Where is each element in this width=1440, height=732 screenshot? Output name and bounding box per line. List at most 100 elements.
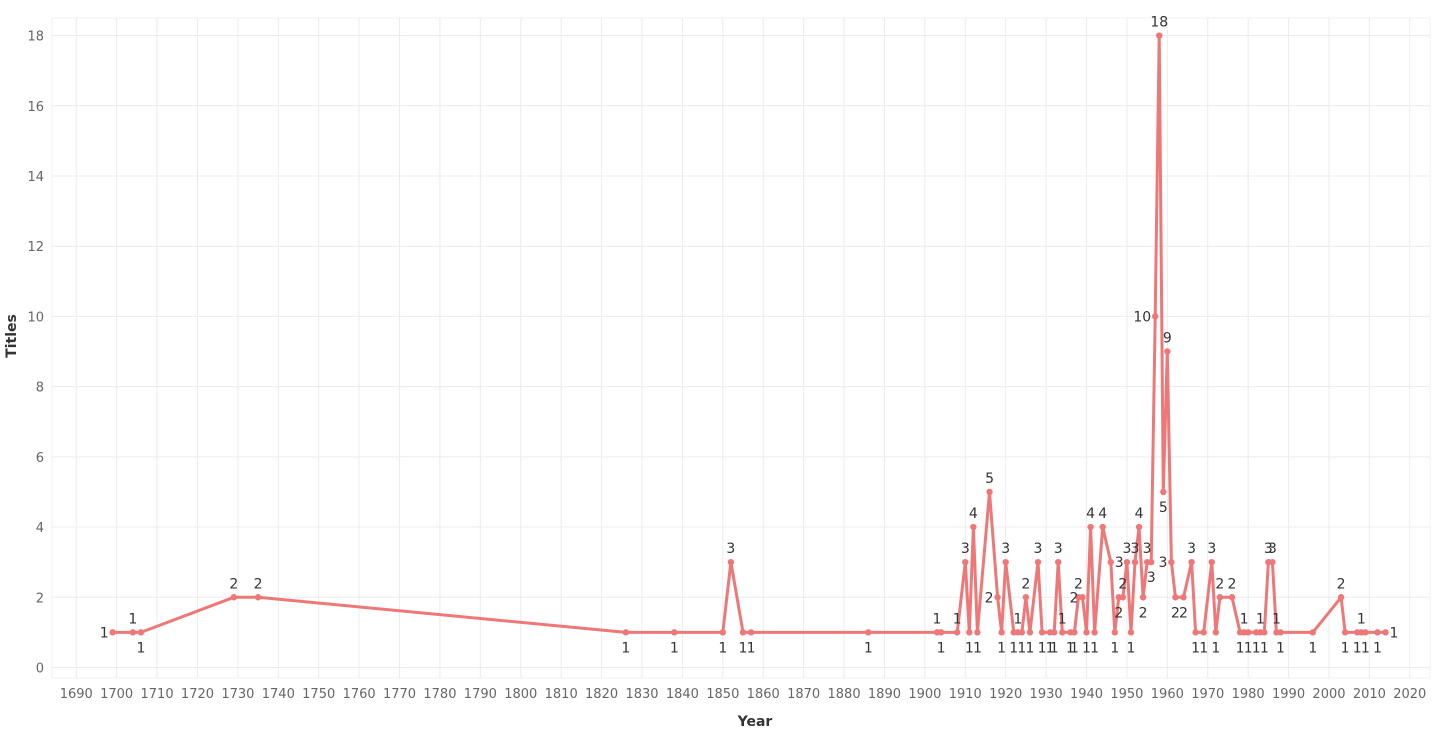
data-label: 1 [1240, 611, 1249, 627]
data-point [230, 594, 238, 601]
x-tick-label: 1740 [262, 687, 295, 702]
data-point [994, 594, 1001, 601]
data-point [129, 629, 137, 636]
data-label: 1 [1013, 611, 1022, 627]
data-label: 1 [1090, 640, 1099, 656]
x-tick-label: 1810 [545, 687, 578, 702]
data-point [1135, 523, 1143, 531]
data-label: 1 [1110, 640, 1119, 656]
data-label: 1 [933, 611, 942, 627]
data-point [1228, 594, 1236, 601]
y-tick-label: 6 [36, 451, 44, 466]
data-point [1059, 629, 1066, 636]
x-tick-label: 2010 [1353, 687, 1386, 702]
data-label: 1 [965, 640, 974, 656]
data-point [1168, 558, 1175, 566]
data-point [727, 558, 735, 566]
data-label: 1 [1353, 640, 1362, 656]
data-label: 1 [953, 611, 962, 627]
data-point [1071, 629, 1078, 636]
x-tick-label: 2020 [1393, 687, 1426, 702]
x-tick-label: 1900 [908, 687, 941, 702]
data-label: 3 [1001, 541, 1010, 557]
data-label: 2 [985, 590, 994, 606]
data-point [1160, 488, 1167, 496]
data-label: 1 [1256, 611, 1265, 627]
x-tick-label: 1780 [423, 687, 456, 702]
data-point [1091, 629, 1098, 636]
data-point [1131, 558, 1139, 566]
x-tick-label: 1860 [747, 687, 780, 702]
data-point [109, 629, 116, 636]
data-label: 3 [1268, 541, 1277, 557]
data-point [1156, 32, 1163, 39]
data-point [1083, 629, 1090, 636]
data-label: 1 [739, 640, 748, 656]
data-label: 10 [1133, 309, 1151, 325]
x-tick-label: 1720 [181, 687, 214, 702]
data-label: 1 [1390, 625, 1399, 641]
data-point [970, 523, 977, 531]
x-tick-label: 1910 [949, 687, 982, 702]
data-label: 1 [973, 640, 982, 656]
x-tick-label: 1830 [625, 687, 658, 702]
data-label: 2 [1179, 605, 1188, 621]
data-label: 3 [1147, 570, 1156, 586]
data-label: 3 [1207, 541, 1216, 557]
data-label: 1 [1082, 640, 1091, 656]
data-point [865, 629, 872, 636]
data-label: 2 [254, 576, 263, 592]
data-label: 2 [1114, 605, 1123, 621]
x-tick-label: 1870 [787, 687, 820, 702]
y-tick-label: 14 [27, 170, 44, 185]
data-label: 3 [726, 541, 735, 557]
x-tick-label: 1770 [383, 687, 416, 702]
data-label: 1 [128, 611, 137, 627]
data-point [671, 629, 678, 636]
data-point [739, 629, 747, 636]
data-label: 1 [1191, 640, 1200, 656]
x-tick-label: 1890 [868, 687, 901, 702]
data-point [1087, 523, 1094, 531]
x-tick-label: 1840 [666, 687, 699, 702]
data-label: 1 [621, 640, 630, 656]
data-label: 1 [1058, 611, 1067, 627]
data-label: 1 [1357, 611, 1366, 627]
y-axis-ticks: 0 2 4 6 8 10 12 14 16 18 [27, 30, 44, 677]
data-point [1244, 629, 1252, 636]
data-label: 1 [1017, 640, 1026, 656]
y-axis-title: Titles [4, 314, 20, 358]
data-label: 1 [1252, 640, 1261, 656]
data-label: 1 [1341, 640, 1350, 656]
data-point [622, 629, 630, 636]
data-label: 1 [1046, 640, 1055, 656]
data-label: 2 [1228, 576, 1237, 592]
data-point [1341, 629, 1349, 636]
data-point [1164, 348, 1171, 355]
data-label: 1 [1308, 640, 1317, 656]
data-label: 1 [670, 640, 679, 656]
data-label: 1 [1361, 640, 1370, 656]
data-point [1055, 558, 1062, 566]
data-label: 1 [1276, 640, 1285, 656]
data-point [1374, 629, 1381, 636]
data-point [254, 594, 262, 601]
x-tick-label: 1750 [302, 687, 335, 702]
data-label: 3 [961, 541, 970, 557]
x-tick-label: 1850 [706, 687, 739, 702]
y-tick-label: 8 [36, 381, 44, 396]
data-point [1216, 594, 1224, 601]
data-point [966, 629, 973, 636]
data-label: 2 [229, 576, 238, 592]
x-tick-label: 1800 [504, 687, 537, 702]
data-label: 1 [1070, 640, 1079, 656]
data-label: 3 [1034, 541, 1043, 557]
data-label: 2 [1118, 576, 1127, 592]
data-point [1269, 558, 1276, 566]
y-tick-label: 10 [27, 310, 44, 325]
x-tick-label: 2000 [1312, 687, 1345, 702]
data-point [1002, 558, 1009, 566]
x-axis-ticks: 1690 1700 1710 1720 1730 1740 1750 1760 1770 1780… [60, 687, 1427, 702]
